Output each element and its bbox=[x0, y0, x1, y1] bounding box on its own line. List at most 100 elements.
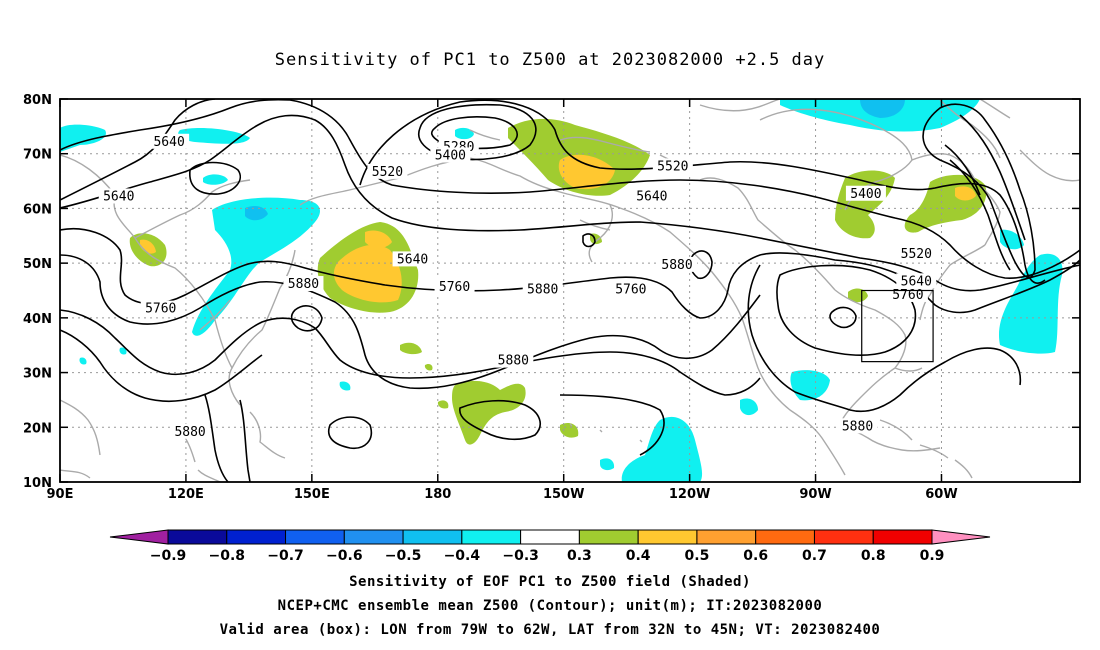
valid-area-box bbox=[861, 289, 934, 363]
caption-line-1: Sensitivity of EOF PC1 to Z500 field (Sh… bbox=[349, 574, 751, 590]
contour-label-bg bbox=[631, 188, 672, 204]
contour-label: 5640 bbox=[397, 252, 428, 267]
contour-5880-b bbox=[60, 329, 263, 403]
contour-5520-ne bbox=[959, 114, 1026, 241]
contour-label-bg bbox=[170, 423, 211, 439]
contour-5520-a bbox=[359, 99, 1046, 284]
contour-label: 5520 bbox=[372, 165, 403, 180]
lat-tick-label: 50N bbox=[23, 257, 52, 272]
contour-label: 5760 bbox=[439, 280, 470, 295]
colorbar-label: −0.7 bbox=[267, 548, 304, 564]
colorbar-label: 0.5 bbox=[685, 548, 710, 564]
contour-label-bg bbox=[392, 251, 433, 267]
contour-5640-ne bbox=[944, 144, 981, 196]
contour-5880-south bbox=[747, 264, 1022, 413]
contour-5880-anticyclone bbox=[776, 264, 917, 356]
colorbar-swatch bbox=[578, 529, 639, 545]
contour-label-bg bbox=[367, 163, 408, 179]
contour-5640-cell bbox=[189, 161, 242, 195]
colorbar-swatch bbox=[167, 529, 228, 545]
contour-label-bg bbox=[845, 185, 886, 201]
contour-label-bg bbox=[430, 147, 471, 163]
contour-label-bg bbox=[98, 188, 139, 204]
colorbar-swatch bbox=[755, 529, 815, 545]
contour-label-bg bbox=[434, 278, 475, 294]
contour-5880-sw bbox=[328, 416, 372, 450]
contour-label: 5640 bbox=[901, 274, 932, 289]
contour-label: 5760 bbox=[145, 302, 176, 317]
contour-label-bg bbox=[522, 281, 563, 297]
colorbar-label: −0.4 bbox=[444, 548, 481, 564]
lon-tick-label: 180 bbox=[424, 487, 451, 502]
contour-label-bg bbox=[657, 256, 698, 272]
contour-label-bg bbox=[896, 273, 937, 289]
colorbar-swatch bbox=[285, 529, 345, 545]
colorbar-swatch bbox=[461, 529, 522, 545]
colorbar-high-arrow bbox=[931, 529, 991, 545]
lon-tick-label: 150W bbox=[543, 487, 584, 502]
shade-neg-pacific-nw bbox=[60, 124, 106, 152]
colorbar-label: 0.8 bbox=[861, 548, 886, 564]
colorbar: −0.9 −0.8 −0.7 −0.6 −0.5 −0.4 −0.3 0.3 0.4 0.5 0.6… bbox=[109, 529, 991, 564]
lat-tick-label: 40N bbox=[23, 312, 52, 327]
contour-label: 5760 bbox=[615, 283, 646, 298]
contour-5880-a bbox=[60, 309, 761, 396]
contour-label: 5880 bbox=[661, 258, 692, 273]
colorbar-label: 0.7 bbox=[802, 548, 827, 564]
lon-tick-label: 60W bbox=[925, 487, 957, 502]
contour-5880-cell bbox=[829, 306, 857, 329]
contour-5880-wpac-b bbox=[204, 394, 229, 482]
contour-5280 bbox=[430, 116, 518, 150]
contour-label-bg bbox=[149, 133, 190, 149]
colorbar-label: 0.6 bbox=[743, 548, 768, 564]
colorbar-label: −0.8 bbox=[209, 548, 246, 564]
lat-tick-label: 20N bbox=[23, 421, 52, 436]
contour-label: 5880 bbox=[527, 283, 558, 298]
contour-5760-b bbox=[60, 254, 761, 390]
colorbar-swatch bbox=[226, 529, 287, 545]
lon-tick-label: 90E bbox=[47, 487, 74, 502]
colorbar-swatch bbox=[402, 529, 463, 545]
contour-labels: 5640528054005520552056405640540055205640… bbox=[98, 133, 937, 440]
lat-lon-grid bbox=[60, 99, 1080, 482]
caption-line-2: NCEP+CMC ensemble mean Z500 (Contour); u… bbox=[277, 598, 823, 614]
contour-5640-a bbox=[60, 99, 1080, 279]
contour-label: 5880 bbox=[498, 354, 529, 369]
colorbar-swatch bbox=[872, 529, 933, 545]
colorbar-swatch bbox=[637, 529, 698, 545]
lon-tick-label: 150E bbox=[294, 487, 330, 502]
contour-label-bg bbox=[283, 276, 324, 292]
contour-label: 5400 bbox=[435, 148, 466, 163]
lon-tick-label: 120E bbox=[168, 487, 204, 502]
contour-5880-central bbox=[459, 399, 541, 441]
lat-tick-label: 10N bbox=[23, 476, 52, 491]
lon-tick-label: 90W bbox=[799, 487, 831, 502]
colorbar-swatch bbox=[520, 529, 580, 545]
colorbar-swatch bbox=[343, 529, 404, 545]
colorbar-swatch bbox=[696, 529, 757, 545]
contour-label-bg bbox=[896, 245, 937, 261]
colorbar-label: 0.4 bbox=[626, 548, 651, 564]
contour-label: 5760 bbox=[892, 288, 923, 303]
contour-label-bg bbox=[652, 158, 693, 174]
colorbar-label: −0.5 bbox=[385, 548, 422, 564]
colorbar-label: −0.9 bbox=[150, 548, 187, 564]
contour-label: 5880 bbox=[174, 425, 205, 440]
contour-label: 5640 bbox=[636, 189, 667, 204]
contour-5880-pac2 bbox=[290, 305, 323, 332]
contour-label-bg bbox=[140, 300, 181, 316]
contour-label: 5520 bbox=[901, 247, 932, 262]
lat-tick-label: 70N bbox=[23, 148, 52, 163]
lat-tick-label: 30N bbox=[23, 367, 52, 382]
plot-frame bbox=[59, 98, 1081, 483]
lon-tick-label: 120W bbox=[669, 487, 710, 502]
contour-label: 5880 bbox=[842, 419, 873, 434]
contour-label-bg bbox=[493, 352, 534, 368]
caption-line-3: Valid area (box): LON from 79W to 62W, L… bbox=[219, 622, 881, 638]
map-title: Sensitivity of PC1 to Z500 at 2023082000… bbox=[274, 50, 826, 70]
contour-label: 5880 bbox=[288, 277, 319, 292]
contour-label: 5640 bbox=[103, 189, 134, 204]
contour-label: 5640 bbox=[153, 135, 184, 150]
contour-5880-south-b bbox=[559, 394, 665, 456]
